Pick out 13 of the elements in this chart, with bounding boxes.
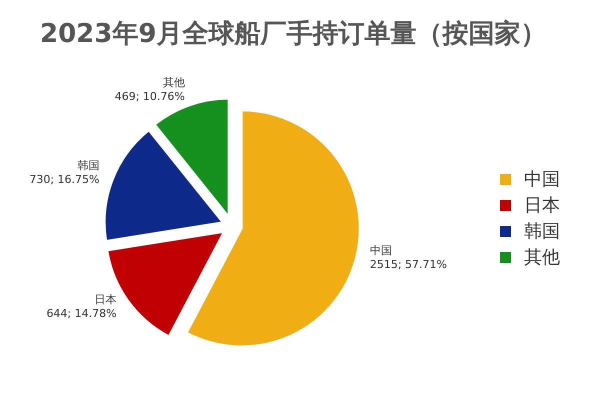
slice-label: 韩国 <box>78 158 100 172</box>
data-label: 2515; 57.71% <box>370 258 447 272</box>
chart-title: 2023年9月全球船厂手持订单量（按国家） <box>40 19 546 49</box>
data-label: 644; 14.78% <box>46 306 117 320</box>
legend-label: 中国 <box>524 169 560 190</box>
data-label: 469; 10.76% <box>114 90 185 104</box>
slice-label: 其他 <box>162 76 185 90</box>
data-label: 730; 16.75% <box>29 172 100 186</box>
slice-label: 日本 <box>94 292 117 306</box>
slice-label: 中国 <box>370 244 392 258</box>
legend-label: 韩国 <box>524 221 560 242</box>
legend-label: 日本 <box>524 195 560 216</box>
legend-label: 其他 <box>524 247 560 268</box>
